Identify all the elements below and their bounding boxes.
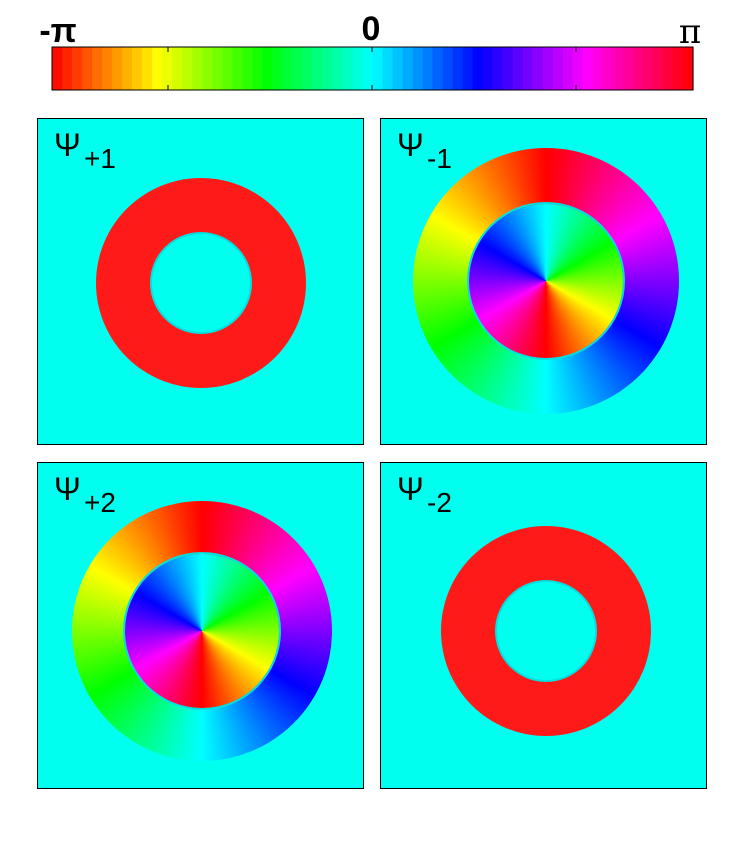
phase-panel: Ψ -2	[380, 462, 707, 789]
colorbar-cell	[452, 47, 464, 90]
colorbar-cell	[482, 47, 494, 90]
colorbar-cell	[62, 47, 73, 90]
colorbar-cell	[92, 47, 103, 90]
panel-subscript: +1	[84, 143, 116, 174]
colorbar-cell	[232, 47, 243, 90]
colorbar-cell	[572, 47, 584, 90]
colorbar-cell	[592, 47, 604, 90]
colorbar-cell	[352, 47, 364, 90]
colorbar-cell	[532, 47, 544, 90]
colorbar-cell	[682, 47, 694, 90]
colorbar-cell	[542, 47, 554, 90]
colorbar-label: π	[678, 12, 702, 52]
colorbar-cell	[402, 47, 414, 90]
colorbar-cell	[202, 47, 213, 90]
phase-core	[152, 234, 250, 332]
colorbar-cell	[382, 47, 394, 90]
colorbar-cell	[332, 47, 344, 90]
colorbar-cell	[632, 47, 644, 90]
colorbar-cell	[602, 47, 614, 90]
colorbar-cell	[642, 47, 654, 90]
colorbar-cell	[422, 47, 434, 90]
colorbar-cell	[312, 47, 324, 90]
panel-symbol: Ψ	[54, 127, 81, 163]
colorbar-cell	[142, 47, 153, 90]
phase-panel: Ψ +1	[37, 118, 364, 445]
colorbar-label: 0	[361, 10, 381, 48]
colorbar-cell	[502, 47, 514, 90]
colorbar-cell	[412, 47, 424, 90]
colorbar-cell	[552, 47, 564, 90]
phase-core	[497, 582, 595, 680]
colorbar-cell	[582, 47, 594, 90]
colorbar-cell	[652, 47, 664, 90]
phase-panel: Ψ -1	[380, 118, 707, 445]
colorbar-cell	[612, 47, 624, 90]
colorbar-cell	[182, 47, 193, 90]
colorbar-cell	[102, 47, 113, 90]
colorbar-cell	[662, 47, 674, 90]
phase-panel: Ψ +2	[37, 462, 364, 789]
colorbar-cell	[342, 47, 354, 90]
colorbar-cell	[172, 47, 183, 90]
colorbar-cell	[272, 47, 283, 90]
colorbar-cell	[322, 47, 334, 90]
panel-symbol: Ψ	[397, 471, 424, 507]
colorbar-cell	[512, 47, 524, 90]
colorbar-cell	[372, 47, 384, 90]
colorbar-cell	[622, 47, 634, 90]
colorbar-label: -π	[39, 12, 77, 50]
panel-symbol: Ψ	[397, 127, 424, 163]
panel-subscript: -2	[427, 487, 452, 518]
colorbar-cell	[52, 47, 63, 90]
colorbar-cell	[242, 47, 253, 90]
colorbar-cell	[492, 47, 504, 90]
colorbar-cell	[562, 47, 574, 90]
colorbar-cell	[472, 47, 484, 90]
colorbar-cell	[672, 47, 684, 90]
colorbar-cell	[112, 47, 123, 90]
colorbar-cell	[212, 47, 223, 90]
phase-core	[125, 554, 279, 708]
phase-core	[469, 204, 623, 358]
colorbar-cell	[392, 47, 404, 90]
colorbar-cell	[122, 47, 133, 90]
colorbar-cell	[252, 47, 263, 90]
colorbar-cell	[462, 47, 474, 90]
colorbar-cell	[292, 47, 303, 90]
colorbar	[51, 46, 694, 91]
colorbar-cell	[302, 47, 314, 90]
panel-subscript: -1	[427, 143, 452, 174]
colorbar-cell	[262, 47, 273, 90]
colorbar-cell	[152, 47, 163, 90]
colorbar-cell	[442, 47, 454, 90]
colorbar-cell	[432, 47, 444, 90]
colorbar-cell	[362, 47, 374, 90]
colorbar-cell	[72, 47, 83, 90]
panel-symbol: Ψ	[54, 471, 81, 507]
colorbar-cell	[162, 47, 173, 90]
colorbar-cell	[82, 47, 93, 90]
colorbar-cell	[282, 47, 293, 90]
colorbar-cell	[132, 47, 143, 90]
colorbar-cell	[522, 47, 534, 90]
colorbar-cell	[192, 47, 203, 90]
panel-subscript: +2	[84, 487, 116, 518]
colorbar-cell	[222, 47, 233, 90]
